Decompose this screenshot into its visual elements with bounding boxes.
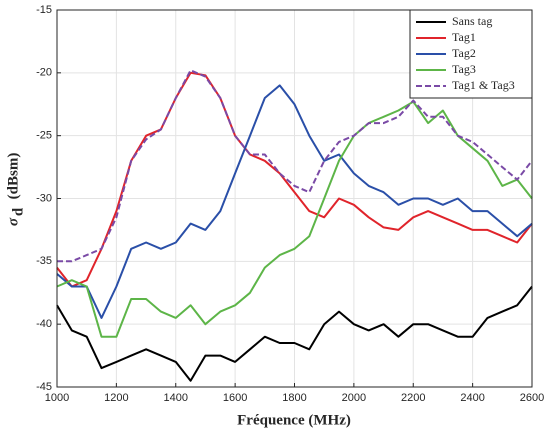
x-tick-label: 2400 [460, 392, 484, 404]
y-tick-label: -15 [36, 4, 52, 16]
y-axis-label: σ d (dBsm) [5, 153, 26, 226]
series-line [56, 285, 533, 382]
y-tick-label: -30 [36, 192, 52, 204]
series-line [56, 84, 533, 319]
x-tick-label: 1400 [164, 392, 188, 404]
series-line [56, 100, 533, 338]
legend-label: Sans tag [452, 14, 492, 28]
x-tick-label: 2200 [401, 392, 425, 404]
y-label-symbol: σ [5, 217, 21, 226]
plot-frame [56, 9, 533, 388]
y-tick-label: -45 [36, 381, 52, 393]
legend-label: Tag3 [452, 62, 476, 76]
x-tick-label: 2000 [342, 392, 366, 404]
x-tick-label: 1600 [223, 392, 247, 404]
x-tick-label: 1800 [282, 392, 306, 404]
y-label-unit: (dBsm) [5, 153, 21, 200]
y-tick-label: -25 [36, 130, 52, 142]
x-axis-label: Fréquence (MHz) [237, 412, 351, 428]
x-tick-label: 2600 [520, 392, 544, 404]
legend-label: Tag2 [452, 46, 476, 60]
y-tick-label: -20 [36, 67, 52, 79]
legend-label: Tag1 & Tag3 [452, 78, 515, 92]
y-tick-label: -35 [36, 255, 52, 267]
y-tick-label: -40 [36, 318, 52, 330]
series-line [57, 69, 533, 263]
x-tick-label: 1000 [45, 392, 69, 404]
x-tick-label: 1200 [104, 392, 128, 404]
legend-label: Tag1 [452, 30, 476, 44]
y-label-subscript: d [10, 207, 26, 216]
